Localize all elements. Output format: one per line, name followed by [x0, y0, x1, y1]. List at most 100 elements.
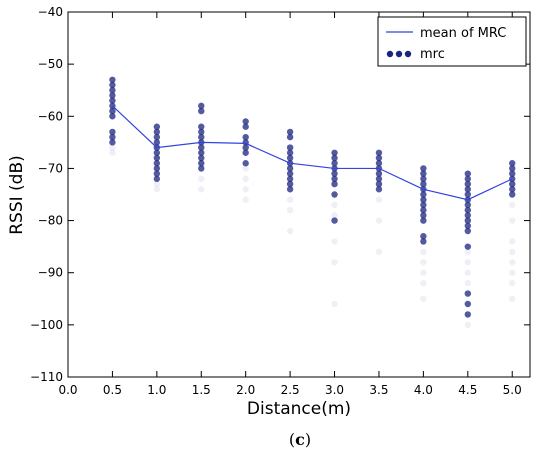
mrc-point	[242, 160, 249, 167]
mrc-point	[153, 128, 161, 136]
mrc-point	[331, 180, 338, 188]
mrc-point	[153, 170, 161, 177]
mrc-point	[509, 186, 516, 193]
mrc-point-faint	[420, 269, 427, 276]
mrc-point	[420, 175, 427, 183]
x-tick-label: 3.5	[369, 383, 388, 397]
mrc-point	[198, 128, 205, 136]
y-tick-label: −90	[38, 266, 63, 280]
mrc-point	[331, 154, 338, 162]
mrc-point-faint	[420, 295, 427, 302]
y-tick-label: −40	[38, 5, 63, 19]
mrc-point-faint	[509, 295, 516, 302]
y-tick-label: −100	[30, 318, 63, 332]
mrc-point	[331, 170, 338, 177]
mrc-point-faint	[331, 212, 338, 219]
x-tick-label: 0.0	[58, 383, 77, 397]
mrc-point	[286, 165, 294, 172]
mrc-point-faint	[509, 201, 516, 209]
mrc-point	[286, 180, 294, 188]
caption-close: )	[305, 430, 311, 449]
x-tick-label: 1.5	[192, 383, 211, 397]
mrc-point	[509, 165, 516, 172]
mrc-point	[375, 170, 383, 177]
legend-dot-2	[395, 50, 403, 58]
mrc-point	[109, 133, 116, 141]
mrc-point	[464, 186, 472, 193]
y-tick-label: −80	[38, 214, 63, 228]
mrc-point	[420, 201, 427, 209]
mrc-point-faint	[109, 144, 116, 151]
mrc-point-faint	[286, 227, 294, 235]
mrc-point-faint	[286, 196, 294, 203]
mrc-point	[464, 217, 472, 224]
mrc-point	[420, 180, 427, 188]
mrc-point	[331, 191, 338, 198]
mrc-point	[420, 206, 427, 214]
mrc-point	[464, 290, 472, 297]
mrc-point	[464, 243, 472, 250]
mrc-point-faint	[242, 165, 249, 172]
points-layer	[109, 76, 516, 318]
mrc-point-faint	[331, 259, 338, 266]
mrc-point	[509, 170, 516, 177]
mrc-point	[464, 175, 472, 183]
mrc-point	[420, 170, 427, 177]
mrc-point	[242, 149, 249, 156]
mrc-point	[109, 107, 116, 115]
mrc-point	[286, 186, 294, 193]
mrc-point-faint	[509, 248, 516, 256]
mrc-point	[153, 160, 161, 167]
mrc-point-faint	[375, 196, 383, 203]
mrc-point-faint	[242, 186, 249, 193]
mrc-point-faint	[198, 175, 205, 183]
plot-frame	[67, 11, 531, 378]
mrc-point	[464, 201, 472, 209]
mrc-point	[198, 160, 205, 167]
mrc-point	[464, 212, 472, 219]
mrc-point	[242, 118, 249, 125]
mrc-point	[109, 81, 116, 89]
legend-dot-1	[386, 50, 394, 58]
mrc-point	[375, 149, 383, 156]
mrc-point-faint	[109, 149, 116, 156]
mrc-point	[286, 144, 294, 151]
mrc-point	[509, 191, 516, 198]
figure-caption: (c)	[289, 430, 311, 449]
mrc-point	[242, 133, 249, 141]
y-tick-label: −60	[38, 109, 63, 123]
legend-dot-3	[404, 50, 412, 58]
mrc-point	[464, 180, 472, 188]
mrc-point-faint	[375, 217, 383, 224]
mrc-point-faint	[509, 269, 516, 276]
mrc-point	[109, 87, 116, 94]
mrc-point	[286, 128, 294, 136]
mrc-point	[464, 170, 472, 177]
mrc-point	[109, 76, 116, 83]
mrc-point	[464, 206, 472, 214]
mrc-point-faint	[509, 259, 516, 266]
mrc-point-faint	[375, 248, 383, 256]
mrc-point	[420, 196, 427, 203]
mrc-point	[375, 154, 383, 162]
mrc-point	[375, 160, 383, 167]
mrc-point-faint	[464, 248, 472, 256]
mrc-point	[464, 227, 472, 235]
x-tick-label: 4.0	[414, 383, 433, 397]
mrc-point	[153, 123, 161, 130]
mrc-point-faint	[509, 217, 516, 224]
mrc-point	[242, 123, 249, 130]
x-tick-label: 2.0	[236, 383, 255, 397]
mrc-point	[153, 175, 161, 183]
mrc-point	[109, 128, 116, 136]
x-tick-label: 0.5	[103, 383, 122, 397]
mrc-point-faint	[153, 186, 161, 193]
mrc-point	[242, 144, 249, 151]
mrc-point-faint	[420, 248, 427, 256]
mrc-point	[420, 217, 427, 224]
mrc-point	[331, 149, 338, 156]
mrc-point	[420, 165, 427, 172]
mrc-point-faint	[420, 279, 427, 287]
mrc-point	[375, 175, 383, 183]
y-tick-label: −50	[38, 57, 63, 71]
